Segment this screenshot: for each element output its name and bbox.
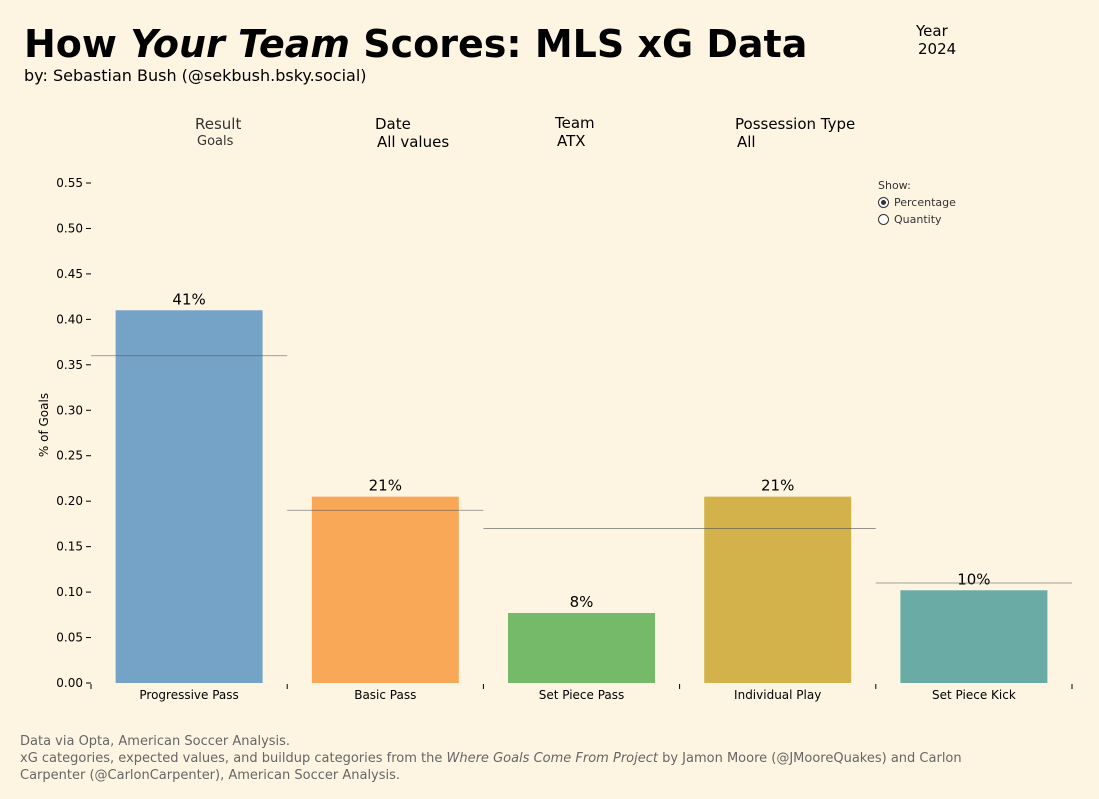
show-toggle: Show: Percentage Quantity (878, 179, 956, 228)
footer-project-name: Where Goals Come From Project (446, 751, 658, 766)
title-part2: Scores: MLS xG Data (350, 22, 808, 66)
year-filter[interactable]: Year 2024 (916, 22, 956, 58)
result-filter[interactable]: Result Goals (195, 115, 241, 151)
bar (704, 496, 852, 683)
y-tick-label: 0.30 (56, 403, 83, 417)
result-filter-label: Result (195, 115, 242, 133)
bar (311, 496, 459, 683)
date-filter[interactable]: Date All values (375, 115, 449, 151)
possession-type-filter[interactable]: Possession Type All (735, 115, 855, 151)
bar (508, 613, 655, 683)
show-option-percentage[interactable]: Percentage (878, 194, 956, 211)
team-filter-label: Team (555, 114, 595, 132)
show-toggle-label: Show: (878, 179, 911, 192)
bar-value-label: 41% (172, 290, 205, 308)
bar (115, 310, 263, 683)
y-tick-label: 0.00 (56, 676, 83, 690)
year-filter-value[interactable]: 2024 (918, 40, 957, 58)
y-axis-label: % of Goals (37, 393, 51, 457)
y-tick-label: 0.50 (56, 221, 83, 235)
footer-line-2-a: xG categories, expected values, and buil… (20, 751, 447, 766)
byline: by: Sebastian Bush (@sekbush.bsky.social… (24, 66, 367, 85)
footer-line-2: xG categories, expected values, and buil… (20, 750, 1020, 767)
bar-value-label: 10% (957, 570, 990, 588)
page-title: How Your Team Scores: MLS xG Data (24, 22, 807, 66)
y-tick-label: 0.55 (56, 176, 83, 190)
percentage-radio[interactable] (878, 197, 889, 208)
footer-notes: Data via Opta, American Soccer Analysis.… (20, 733, 1020, 784)
bar-value-label: 21% (369, 477, 402, 495)
team-filter-value[interactable]: ATX (557, 132, 586, 150)
y-tick-label: 0.40 (56, 312, 83, 326)
percentage-option-label: Percentage (894, 196, 956, 209)
possession-type-filter-value[interactable]: All (737, 133, 756, 151)
bar-value-label: 21% (761, 477, 794, 495)
footer-line-3: Carpenter (@CarlonCarpenter), American S… (20, 768, 401, 783)
y-tick-label: 0.45 (56, 267, 83, 281)
date-filter-label: Date (375, 115, 411, 133)
possession-type-filter-label: Possession Type (735, 115, 856, 133)
show-option-quantity[interactable]: Quantity (878, 211, 956, 228)
footer-line-1: Data via Opta, American Soccer Analysis. (20, 734, 291, 749)
y-tick-label: 0.10 (56, 585, 83, 599)
y-tick-label: 0.20 (56, 494, 83, 508)
y-tick-label: 0.05 (56, 631, 83, 645)
x-tick-label: Individual Play (734, 688, 821, 702)
x-tick-label: Basic Pass (354, 688, 416, 702)
x-tick-label: Set Piece Pass (539, 688, 625, 702)
quantity-option-label: Quantity (894, 213, 942, 226)
footer-line-2-b: by Jamon Moore (@JMooreQuakes) and Carlo… (657, 751, 962, 766)
y-tick-label: 0.35 (56, 358, 83, 372)
date-filter-value[interactable]: All values (377, 133, 450, 151)
x-tick-label: Set Piece Kick (932, 688, 1016, 702)
y-tick-label: 0.15 (56, 540, 83, 554)
year-filter-label: Year (916, 22, 948, 40)
bar-value-label: 8% (570, 593, 594, 611)
quantity-radio[interactable] (878, 214, 889, 225)
bar (900, 590, 1048, 683)
title-part1: How (24, 22, 131, 66)
title-italic: Your Team (130, 22, 351, 66)
y-tick-label: 0.25 (56, 449, 83, 463)
team-filter[interactable]: Team ATX (555, 114, 595, 150)
result-filter-value[interactable]: Goals (197, 134, 234, 149)
x-tick-label: Progressive Pass (139, 688, 238, 702)
